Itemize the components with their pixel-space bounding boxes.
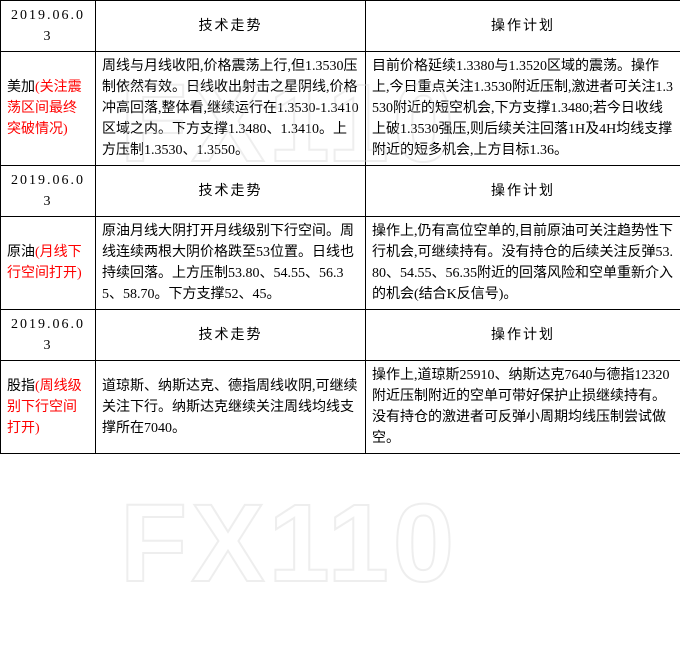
col-header-tech: 技术走势 xyxy=(96,1,366,52)
date-cell: 2019.06.03 xyxy=(1,1,96,52)
tech-cell: 周线与月线收阳,价格震荡上行,但1.3530压制依然有效。日线收出射击之星阴线,… xyxy=(96,52,366,166)
col-header-tech: 技术走势 xyxy=(96,310,366,361)
instrument-name: 美加 xyxy=(7,80,35,95)
instrument-label: 股指(周线级别下行空间打开) xyxy=(1,361,96,454)
date-cell: 2019.06.03 xyxy=(1,166,96,217)
plan-cell: 目前价格延续1.3380与1.3520区域的震荡。操作上,今日重点关注1.353… xyxy=(366,52,680,166)
instrument-name: 股指 xyxy=(7,379,35,394)
col-header-plan: 操作计划 xyxy=(366,310,680,361)
instrument-label: 美加(关注震荡区间最终突破情况) xyxy=(1,52,96,166)
analysis-table: 2019.06.03技术走势操作计划美加(关注震荡区间最终突破情况)周线与月线收… xyxy=(0,0,680,454)
instrument-name: 原油 xyxy=(7,245,35,260)
instrument-label: 原油(月线下行空间打开) xyxy=(1,217,96,310)
date-cell: 2019.06.03 xyxy=(1,310,96,361)
plan-cell: 操作上,道琼斯25910、纳斯达克7640与德指12320附近压制附近的空单可带… xyxy=(366,361,680,454)
table-wrapper: FX110 FX110 2019.06.03技术走势操作计划美加(关注震荡区间最… xyxy=(0,0,680,454)
tech-cell: 原油月线大阴打开月线级别下行空间。周线连续两根大阴价格跌至53位置。日线也持续回… xyxy=(96,217,366,310)
col-header-plan: 操作计划 xyxy=(366,166,680,217)
col-header-tech: 技术走势 xyxy=(96,166,366,217)
plan-cell: 操作上,仍有高位空单的,目前原油可关注趋势性下行机会,可继续持有。没有持仓的后续… xyxy=(366,217,680,310)
tech-cell: 道琼斯、纳斯达克、德指周线收阴,可继续关注下行。纳斯达克继续关注周线均线支撑所在… xyxy=(96,361,366,454)
col-header-plan: 操作计划 xyxy=(366,1,680,52)
watermark: FX110 xyxy=(120,480,458,607)
